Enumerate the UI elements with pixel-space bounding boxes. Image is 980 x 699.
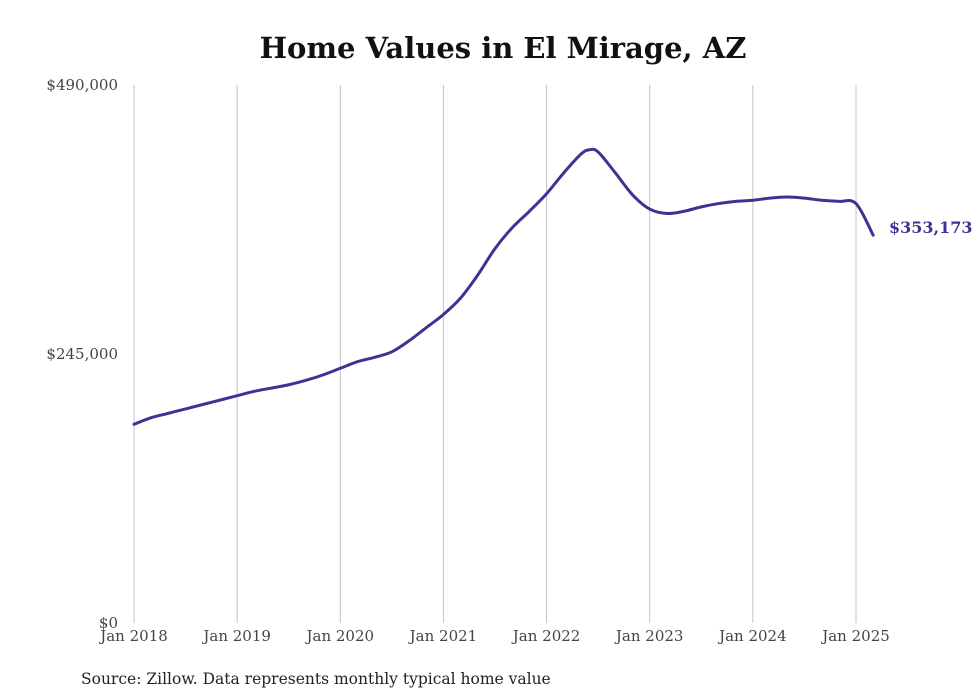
y-tick-label: $490,000 (46, 76, 118, 94)
series-line (132, 147, 875, 426)
x-tick-label: Jan 2024 (717, 627, 787, 645)
series (132, 147, 875, 426)
x-tick-label: Jan 2018 (98, 627, 168, 645)
x-tick-label: Jan 2025 (820, 627, 890, 645)
y-axis-ticks: $0 $245,000 $490,000 (46, 76, 118, 632)
source-note: Source: Zillow. Data represents monthly … (81, 670, 551, 688)
chart-title: Home Values in El Mirage, AZ (260, 31, 747, 65)
x-tick-label: Jan 2022 (511, 627, 581, 645)
end-value-label: $353,173 (889, 218, 973, 237)
x-axis-ticks: Jan 2018 Jan 2019 Jan 2020 Jan 2021 Jan 2022… (98, 627, 890, 645)
x-tick-label: Jan 2023 (614, 627, 684, 645)
x-tick-label: Jan 2021 (408, 627, 478, 645)
gridlines (133, 85, 857, 623)
y-tick-label: $0 (99, 614, 118, 632)
x-tick-label: Jan 2019 (201, 627, 271, 645)
y-tick-label: $245,000 (46, 345, 118, 363)
x-tick-label: Jan 2020 (305, 627, 375, 645)
